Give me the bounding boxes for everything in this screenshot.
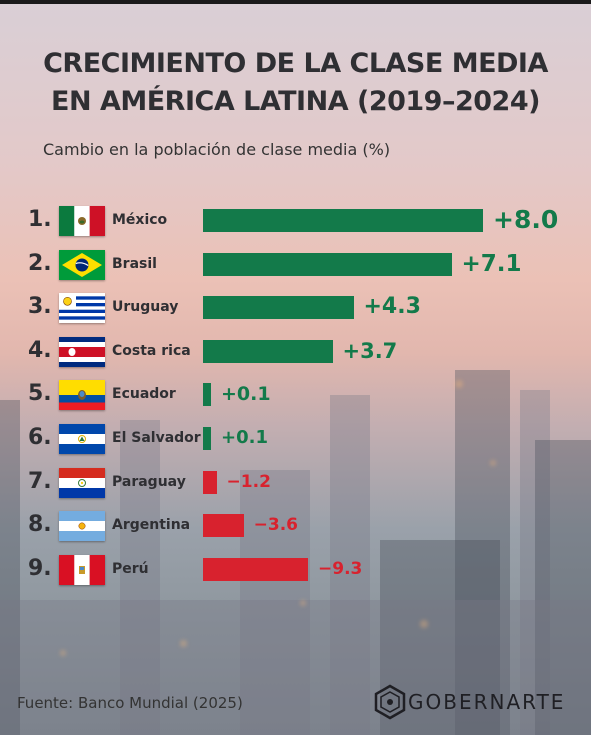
top-border	[0, 0, 591, 4]
value-label: +0.1	[221, 383, 271, 406]
value-label: +8.0	[493, 205, 559, 234]
uruguay-flag-icon	[59, 293, 105, 324]
bar-mark	[203, 252, 452, 276]
chart-row: 3. Uruguay +4.3	[0, 289, 591, 325]
chart-row: 7. Paraguay −1.2	[0, 464, 591, 500]
chart-title-line-2: EN AMÉRICA LATINA (2019–2024)	[51, 86, 540, 117]
country-label: Paraguay	[112, 473, 186, 490]
chart-row: 4. Costa rica +3.7	[0, 333, 591, 369]
chart-row: 1. México +8.0	[0, 202, 591, 238]
bar-mark	[203, 514, 244, 538]
paraguay-flag-icon	[59, 467, 105, 498]
country-label: Costa rica	[112, 342, 191, 359]
country-label: México	[112, 212, 168, 228]
brazil-flag-icon	[59, 249, 105, 280]
chart-row: 8. Argentina −3.6	[0, 507, 591, 543]
value-label: −3.6	[253, 515, 298, 536]
value-label: +7.1	[461, 250, 522, 277]
chart-row: 5. Ecuador +0.1	[0, 376, 591, 412]
peru-flag-icon	[59, 554, 105, 585]
source-note: Fuente: Banco Mundial (2025)	[17, 694, 243, 712]
chart-row: 2. Brasil +7.1	[0, 246, 591, 282]
bar-mark	[203, 470, 217, 494]
bar-mark	[203, 383, 211, 407]
mexico-flag-icon	[59, 206, 105, 236]
bar-mark	[203, 339, 333, 363]
country-label: El Salvador	[112, 430, 201, 446]
country-label: Uruguay	[112, 299, 179, 316]
bar-mark	[203, 209, 483, 232]
brand-name: GOBERNARTE	[408, 690, 566, 714]
chart-row: 6. El Salvador +0.1	[0, 420, 591, 456]
country-label: Argentina	[112, 517, 191, 534]
chart-title-line-1: CRECIMIENTO DE LA CLASE MEDIA	[43, 48, 548, 79]
country-label: Ecuador	[112, 386, 176, 403]
gobernarte-logo-icon	[374, 684, 406, 720]
value-label: −1.2	[226, 471, 271, 492]
country-label: Brasil	[112, 255, 157, 272]
rank-label: 3.	[28, 294, 52, 320]
rank-label: 8.	[28, 512, 52, 538]
value-label: +3.7	[342, 338, 398, 363]
costa-rica-flag-icon	[59, 336, 105, 367]
rank-label: 4.	[28, 337, 52, 363]
argentina-flag-icon	[59, 511, 105, 542]
bar-mark	[203, 296, 354, 320]
rank-label: 7.	[28, 468, 52, 494]
ecuador-flag-icon	[59, 380, 105, 411]
rank-label: 2.	[28, 250, 52, 276]
chart-row: 9. Perú −9.3	[0, 551, 591, 587]
el-salvador-flag-icon	[59, 424, 105, 454]
rank-label: 9.	[28, 555, 52, 581]
chart-subtitle: Cambio en la población de clase media (%…	[43, 140, 391, 159]
value-label: +0.1	[221, 427, 268, 448]
bar-mark	[203, 557, 308, 581]
value-label: +4.3	[363, 294, 421, 320]
value-label: −9.3	[318, 558, 363, 579]
rank-label: 1.	[28, 207, 52, 232]
bar-mark	[203, 427, 211, 450]
rank-label: 6.	[28, 425, 52, 450]
country-label: Perú	[112, 560, 149, 577]
rank-label: 5.	[28, 381, 52, 407]
